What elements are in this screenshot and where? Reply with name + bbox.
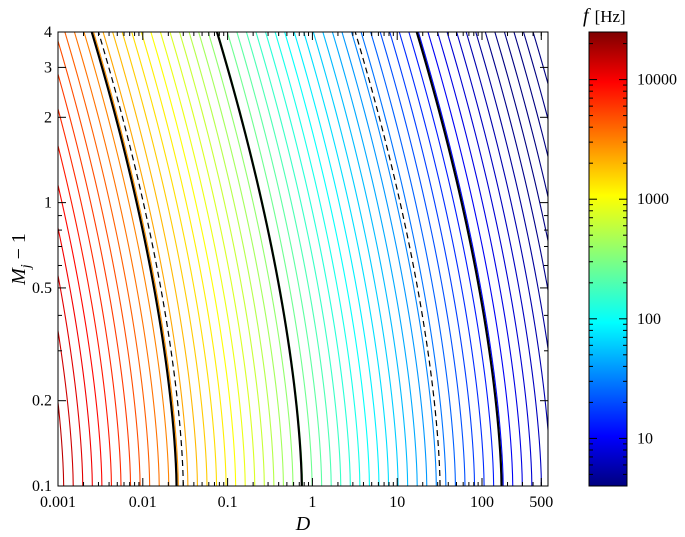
colorbar-title: f [Hz] <box>583 5 626 27</box>
contour-line <box>522 32 548 122</box>
x-axis-label: D <box>295 513 311 535</box>
contour-line <box>236 32 323 486</box>
contour-line <box>446 32 533 486</box>
colorbar-tick-label: 1000 <box>637 191 669 208</box>
y-tick-label: 0.1 <box>32 478 52 495</box>
contour-line <box>58 39 141 486</box>
x-tick-label: 1 <box>308 494 316 511</box>
contour-line <box>331 32 418 486</box>
contour-line <box>131 32 218 486</box>
y-tick-label: 2 <box>44 109 52 126</box>
contour-line <box>293 32 380 486</box>
plot-frame <box>57 31 549 487</box>
y-tick-label: 0.5 <box>32 280 52 297</box>
contour-line <box>121 32 208 486</box>
contour-line <box>303 32 390 486</box>
svg-text:Mj − 1: Mj − 1 <box>8 233 34 286</box>
contour-line <box>389 32 476 486</box>
contour-line <box>198 32 284 486</box>
highlighted-contours <box>90 32 503 486</box>
contour-line <box>58 182 103 486</box>
contour-line <box>58 143 112 486</box>
contour-line <box>465 32 548 437</box>
colorbar <box>588 31 628 487</box>
contour-line <box>179 32 265 486</box>
colorbar-tick-label: 10 <box>637 430 653 447</box>
black-solid-contour <box>415 32 503 486</box>
contour-line <box>513 32 548 159</box>
contour-line <box>370 32 456 486</box>
contour-line <box>436 32 523 486</box>
x-tick-label: 100 <box>470 494 494 511</box>
x-tick-label: 500 <box>529 494 553 511</box>
contour-line <box>58 397 65 486</box>
black-dashed-contour <box>354 32 441 486</box>
y-tick-label: 3 <box>44 59 52 76</box>
contour-line <box>102 32 189 486</box>
x-axis-ticks: 0.001 0.01 0.1 1 10 100 500 <box>40 32 553 511</box>
y-tick-label: 1 <box>44 195 52 212</box>
x-tick-label: 0.1 <box>218 494 238 511</box>
contour-line <box>398 32 485 486</box>
contour-line <box>484 32 548 294</box>
contour-line <box>427 32 514 486</box>
contour-line <box>255 32 342 486</box>
y-axis-ticks: 0.1 0.2 0.5 1 2 3 4 <box>32 24 548 495</box>
contour-line <box>408 32 495 486</box>
black-solid-contour <box>90 32 178 486</box>
y-axis-label-symbol: M <box>8 267 30 286</box>
contour-line <box>58 106 122 486</box>
contour-line <box>159 32 246 486</box>
contour-line <box>73 32 160 486</box>
contour-line <box>274 32 361 486</box>
colorbar-tick-label: 100 <box>637 311 661 328</box>
colorbar-title-unit: [Hz] <box>595 7 626 26</box>
contour-line <box>93 32 179 486</box>
contour-line <box>226 32 313 486</box>
x-tick-label: 10 <box>389 494 405 511</box>
contour-line <box>503 32 548 200</box>
contour-line <box>350 32 437 486</box>
contour-line <box>188 32 275 486</box>
colorbar-ticks: 10 100 1000 10000 <box>589 43 677 475</box>
contour-line <box>150 32 237 486</box>
black-dashed-contour <box>97 32 184 486</box>
contour-line <box>264 32 351 486</box>
contour-line <box>58 327 74 486</box>
x-tick-label: 0.001 <box>40 494 76 511</box>
contour-line <box>494 32 548 244</box>
colorbar-title-symbol: f <box>583 5 591 27</box>
y-tick-label: 0.2 <box>32 393 52 410</box>
contour-line <box>379 32 466 486</box>
y-tick-label: 4 <box>44 24 52 41</box>
y-axis-label-rest: − 1 <box>8 233 30 264</box>
contour-line <box>475 32 548 353</box>
contour-line <box>112 32 198 486</box>
contour-line <box>83 32 170 486</box>
contour-line <box>312 32 399 486</box>
contour-line <box>64 32 151 486</box>
contour-line <box>207 32 294 486</box>
x-tick-label: 0.01 <box>129 494 157 511</box>
contour-line <box>360 32 447 486</box>
contour-lines <box>58 32 548 486</box>
black-solid-contour <box>215 32 303 486</box>
y-axis-label: Mj − 1 <box>8 233 34 286</box>
contour-line <box>417 32 504 486</box>
contour-line <box>58 72 132 486</box>
y-axis-label-subscript: j <box>19 264 34 270</box>
contour-line <box>456 32 542 486</box>
contour-line <box>58 272 84 486</box>
contour-line <box>322 32 409 486</box>
contour-line <box>284 32 370 486</box>
contour-line <box>169 32 256 486</box>
contour-line <box>245 32 332 486</box>
contour-line <box>58 225 93 486</box>
contour-line <box>140 32 227 486</box>
contour-line <box>341 32 428 486</box>
colorbar-tick-label: 10000 <box>637 72 677 89</box>
